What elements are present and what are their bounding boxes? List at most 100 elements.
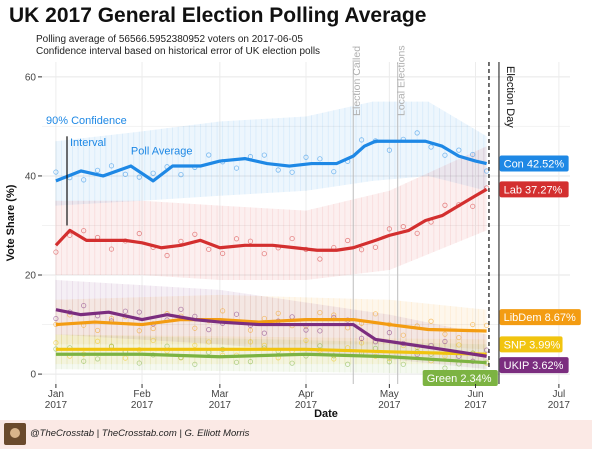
end-label-con: Con 42.52% xyxy=(504,159,565,171)
average-lines xyxy=(54,139,488,365)
end-label-lab: Lab 37.27% xyxy=(504,184,563,196)
poll-point-lab xyxy=(400,224,406,230)
poll-point-green xyxy=(345,361,351,367)
poll-point-con xyxy=(53,169,59,175)
poll-point-libdem xyxy=(484,322,490,328)
poll-point-green xyxy=(192,361,198,367)
x-tick-label: Apr xyxy=(298,389,314,400)
end-label-box-con xyxy=(499,155,569,172)
poll-point-lab xyxy=(206,246,212,252)
subtitle-line-1: Polling average of 56566.5952380952 vote… xyxy=(36,34,303,45)
grid xyxy=(42,62,570,384)
series-line-ukip xyxy=(55,308,487,358)
poll-point-libdem xyxy=(192,325,198,331)
y-tick-label: 0 xyxy=(30,370,36,381)
end-label-box-libdem xyxy=(499,309,581,326)
poll-point-libdem xyxy=(428,318,434,324)
poll-point-lab xyxy=(53,249,59,255)
poll-point-lab xyxy=(442,202,448,208)
poll-point-con xyxy=(331,169,337,175)
poll-point-libdem xyxy=(247,327,254,333)
poll-point-ukip xyxy=(178,306,184,312)
poll-point-con xyxy=(442,152,448,158)
end-labels: Con 42.52% Lab 37.27% LibDem 8.67% SNP 3.99… xyxy=(422,155,581,387)
poll-point-ukip xyxy=(206,327,212,333)
poll-point-lab xyxy=(81,228,87,234)
y-tick-label: 40 xyxy=(25,171,37,182)
x-tick-label: Jun xyxy=(467,389,483,400)
band-con xyxy=(55,101,487,206)
poll-point-libdem xyxy=(220,308,226,314)
poll-point-con xyxy=(428,144,434,150)
poll-point-libdem xyxy=(275,310,281,316)
poll-point-con xyxy=(484,168,490,174)
poll-point-con xyxy=(233,165,240,171)
end-label-libdem: LibDem 8.67% xyxy=(504,312,576,324)
poll-point-con xyxy=(303,154,309,160)
poll-point-snp xyxy=(331,356,337,362)
poll-point-ukip xyxy=(386,330,392,336)
avatar xyxy=(4,423,26,445)
series-line-green xyxy=(55,352,487,365)
poll-point-lab xyxy=(233,236,240,242)
x-tick-label: 2017 xyxy=(378,400,401,411)
poll-point-lab xyxy=(247,238,254,244)
event-markers: Election Called Local Elections Election D… xyxy=(351,45,516,384)
event-label-2: Election Day xyxy=(504,66,516,128)
x-tick-label: 2017 xyxy=(548,400,571,411)
poll-point-ukip xyxy=(81,302,87,309)
event-label-1: Local Elections xyxy=(396,45,408,116)
poll-point-lab xyxy=(220,250,226,257)
poll-point-green xyxy=(81,358,87,364)
poll-point-con xyxy=(317,156,323,162)
series-line-con xyxy=(55,139,487,183)
y-tick-label: 60 xyxy=(25,72,37,83)
poll-point-ukip xyxy=(317,328,323,334)
poll-point-libdem xyxy=(94,327,101,334)
poll-point-ukip xyxy=(122,308,128,314)
poll-point-libdem xyxy=(372,311,379,317)
poll-point-green xyxy=(400,361,406,367)
x-tick-label: Mar xyxy=(211,389,229,400)
poll-point-libdem xyxy=(442,331,448,337)
poll-point-snp xyxy=(192,342,198,348)
poll-point-lab xyxy=(414,230,420,236)
poll-point-snp xyxy=(94,338,101,344)
poll-point-snp xyxy=(53,340,59,346)
x-tick-label: May xyxy=(380,389,399,400)
poll-point-lab xyxy=(317,256,323,262)
poll-average-note: Poll Average xyxy=(131,146,193,158)
poll-point-lab xyxy=(261,251,267,257)
poll-point-lab xyxy=(358,247,365,253)
series-line-snp xyxy=(55,347,487,356)
end-label-green: Green 2.34% xyxy=(427,373,492,385)
poll-point-green xyxy=(94,356,101,362)
poll-point-con xyxy=(81,177,87,183)
poll-point-lab xyxy=(192,231,198,237)
poll-point-lab xyxy=(67,232,73,238)
x-tick-label: 2017 xyxy=(295,400,318,411)
event-label-0: Election Called xyxy=(351,46,363,116)
poll-point-green xyxy=(317,343,323,349)
x-tick-label: 2017 xyxy=(209,400,232,411)
poll-point-con xyxy=(289,169,295,175)
footer-credit: @TheCrosstab | TheCrosstab.com | G. Elli… xyxy=(30,428,250,439)
poll-point-libdem xyxy=(136,328,142,334)
poll-point-lab xyxy=(345,237,351,244)
x-tick-label: Feb xyxy=(133,389,151,400)
poll-point-con xyxy=(178,172,184,178)
y-axis-label: Vote Share (%) xyxy=(5,184,17,261)
poll-point-green xyxy=(386,359,392,365)
polling-chart: Election Called Local Elections Election D… xyxy=(5,45,581,420)
poll-point-libdem xyxy=(108,315,115,322)
poll-point-con xyxy=(456,147,462,153)
end-label-ukip: UKIP 3.62% xyxy=(504,360,564,372)
poll-point-ukip xyxy=(442,338,448,345)
poll-point-lab xyxy=(164,252,170,259)
poll-point-con xyxy=(470,151,476,158)
poll-point-ukip xyxy=(358,335,365,341)
poll-point-libdem xyxy=(400,332,406,338)
poll-point-con xyxy=(122,171,128,177)
poll-point-ukip xyxy=(233,311,240,317)
poll-point-con xyxy=(261,152,267,158)
